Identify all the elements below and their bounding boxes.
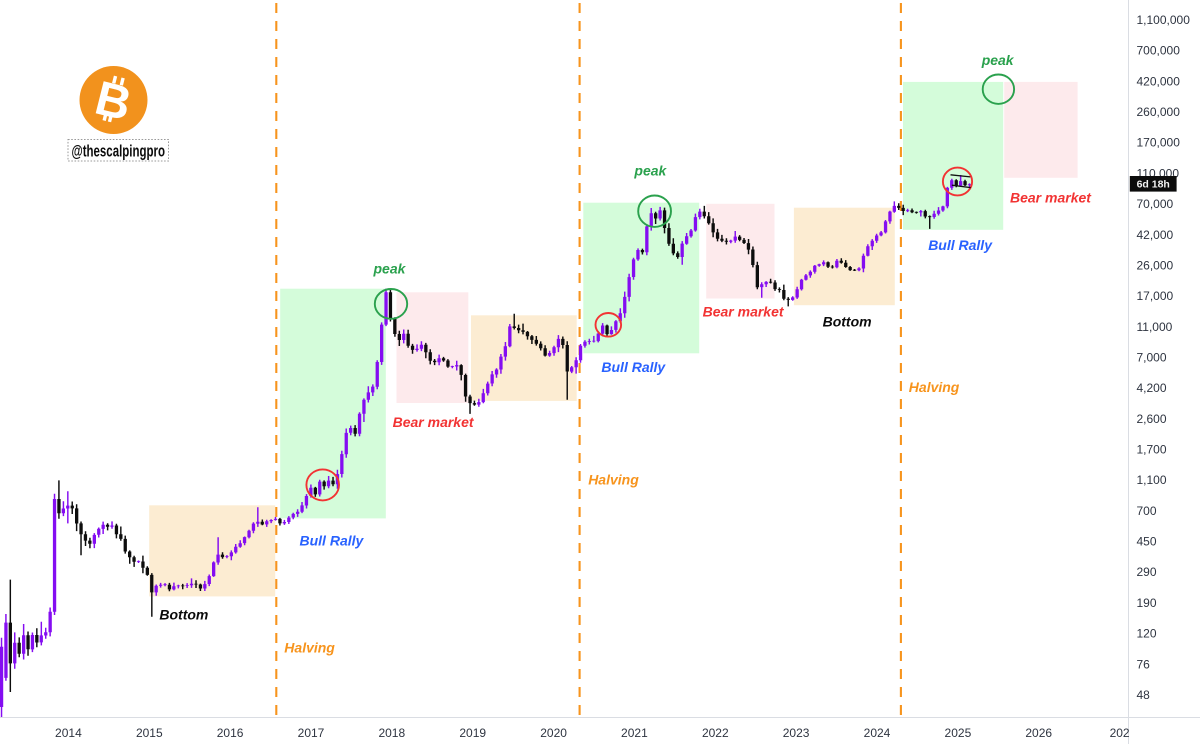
svg-text:Bull Rally: Bull Rally	[601, 359, 666, 375]
svg-text:190: 190	[1137, 596, 1157, 610]
svg-text:2016: 2016	[217, 726, 244, 740]
svg-text:1,100,000: 1,100,000	[1137, 13, 1191, 27]
svg-text:1,100: 1,100	[1137, 473, 1167, 487]
svg-text:202: 202	[1110, 726, 1130, 740]
svg-text:2026: 2026	[1025, 726, 1052, 740]
svg-text:Bear market: Bear market	[393, 414, 475, 430]
svg-text:2018: 2018	[378, 726, 405, 740]
svg-text:6d 18h: 6d 18h	[1137, 179, 1170, 191]
svg-text:2022: 2022	[702, 726, 729, 740]
svg-text:Bottom: Bottom	[823, 313, 872, 329]
svg-text:Bear market: Bear market	[1010, 189, 1092, 205]
svg-text:Bull Rally: Bull Rally	[928, 237, 993, 253]
svg-text:2025: 2025	[945, 726, 972, 740]
svg-text:70,000: 70,000	[1137, 197, 1174, 211]
svg-text:2017: 2017	[298, 726, 325, 740]
svg-text:7,000: 7,000	[1137, 351, 1167, 365]
svg-text:2023: 2023	[783, 726, 810, 740]
svg-text:2014: 2014	[55, 726, 82, 740]
svg-text:11,000: 11,000	[1137, 320, 1173, 334]
svg-text:17,000: 17,000	[1137, 289, 1174, 303]
svg-text:Bull Rally: Bull Rally	[300, 533, 365, 549]
svg-text:Bear market: Bear market	[703, 304, 785, 320]
svg-text:290: 290	[1137, 565, 1157, 579]
svg-text:peak: peak	[981, 52, 1015, 68]
svg-text:450: 450	[1137, 535, 1157, 549]
svg-text:700: 700	[1137, 504, 1157, 518]
svg-text:Halving: Halving	[284, 640, 335, 656]
svg-text:peak: peak	[373, 260, 407, 276]
svg-text:420,000: 420,000	[1137, 74, 1181, 88]
svg-text:4,200: 4,200	[1137, 381, 1167, 395]
svg-text:76: 76	[1137, 657, 1151, 671]
svg-text:Halving: Halving	[909, 379, 960, 395]
svg-text:42,000: 42,000	[1137, 228, 1174, 242]
svg-text:170,000: 170,000	[1137, 136, 1181, 150]
svg-text:26,000: 26,000	[1137, 258, 1174, 272]
svg-text:2021: 2021	[621, 726, 648, 740]
svg-text:2024: 2024	[864, 726, 891, 740]
svg-text:48: 48	[1137, 688, 1151, 702]
svg-text:120: 120	[1137, 627, 1157, 641]
svg-text:2019: 2019	[459, 726, 486, 740]
svg-text:260,000: 260,000	[1137, 105, 1181, 119]
svg-text:700,000: 700,000	[1137, 44, 1181, 58]
svg-text:2,600: 2,600	[1137, 412, 1167, 426]
svg-text:Bottom: Bottom	[159, 607, 208, 623]
svg-text:peak: peak	[633, 162, 667, 178]
svg-text:@thescalpingpro: @thescalpingpro	[72, 142, 166, 161]
svg-text:2020: 2020	[540, 726, 567, 740]
svg-text:2015: 2015	[136, 726, 163, 740]
svg-text:Halving: Halving	[588, 472, 639, 488]
svg-text:1,700: 1,700	[1137, 443, 1167, 457]
